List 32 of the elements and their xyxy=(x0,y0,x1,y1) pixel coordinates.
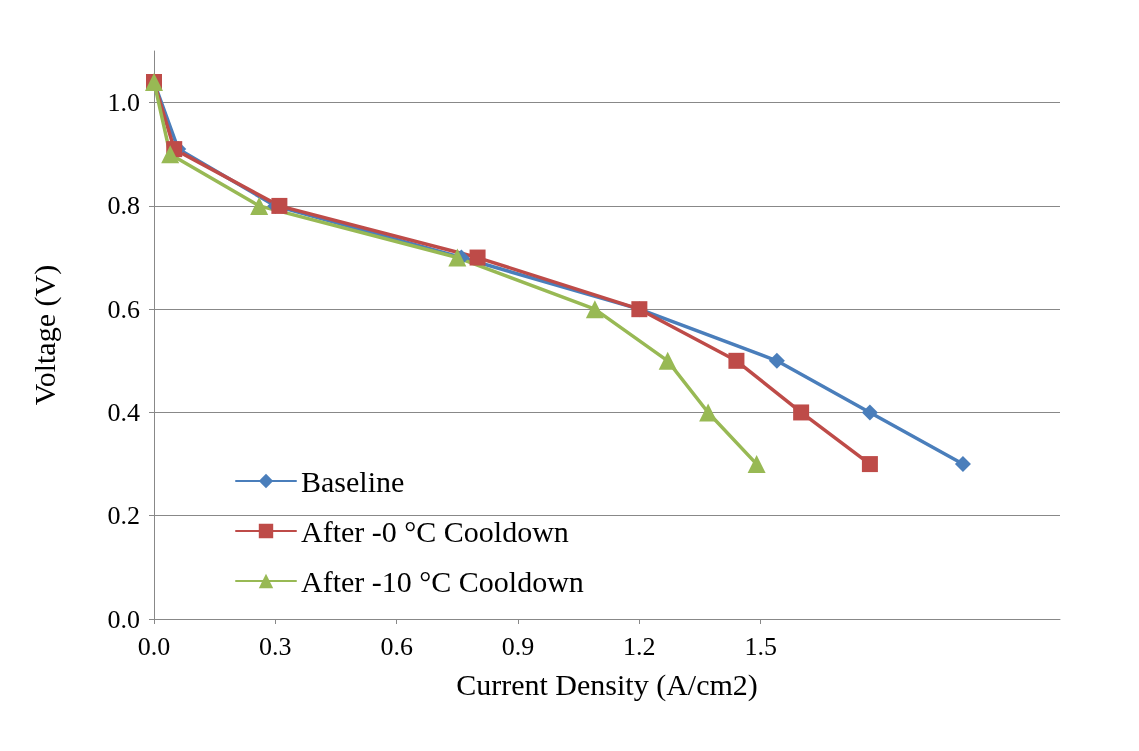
y-tick-label: 0.8 xyxy=(107,191,140,221)
point xyxy=(861,456,878,473)
point xyxy=(954,456,971,473)
legend-label: Baseline xyxy=(301,464,405,498)
y-tick-label: 0.6 xyxy=(107,294,140,324)
point xyxy=(469,249,486,266)
x-tick-label: 0.0 xyxy=(137,631,171,661)
y-tick-label: 0.2 xyxy=(107,501,140,531)
x-tick-label: 1.5 xyxy=(744,631,777,661)
point xyxy=(250,196,269,215)
y-tick-label: 1.0 xyxy=(107,88,140,118)
point xyxy=(861,404,878,421)
point xyxy=(658,351,677,370)
y-axis-title: Voltage (V) xyxy=(27,264,62,406)
point xyxy=(271,197,288,214)
point xyxy=(747,455,766,474)
point xyxy=(161,145,180,164)
x-tick-label: 0.6 xyxy=(380,631,413,661)
point xyxy=(699,403,718,422)
x-tick-label: 0.9 xyxy=(501,631,535,661)
point xyxy=(448,248,467,267)
point xyxy=(728,352,745,369)
y-tick-label: 0.0 xyxy=(107,604,140,634)
point xyxy=(793,404,810,421)
legend-label: After -10 °C Cooldown xyxy=(301,564,584,598)
x-tick-label: 0.3 xyxy=(259,631,292,661)
point xyxy=(585,300,604,319)
point xyxy=(768,352,785,369)
y-tick-label: 0.4 xyxy=(107,397,140,427)
legend-label: After -0 °C Cooldown xyxy=(301,514,569,548)
x-axis-title: Current Density (A/cm2) xyxy=(456,667,758,702)
x-tick-label: 1.2 xyxy=(623,631,656,661)
